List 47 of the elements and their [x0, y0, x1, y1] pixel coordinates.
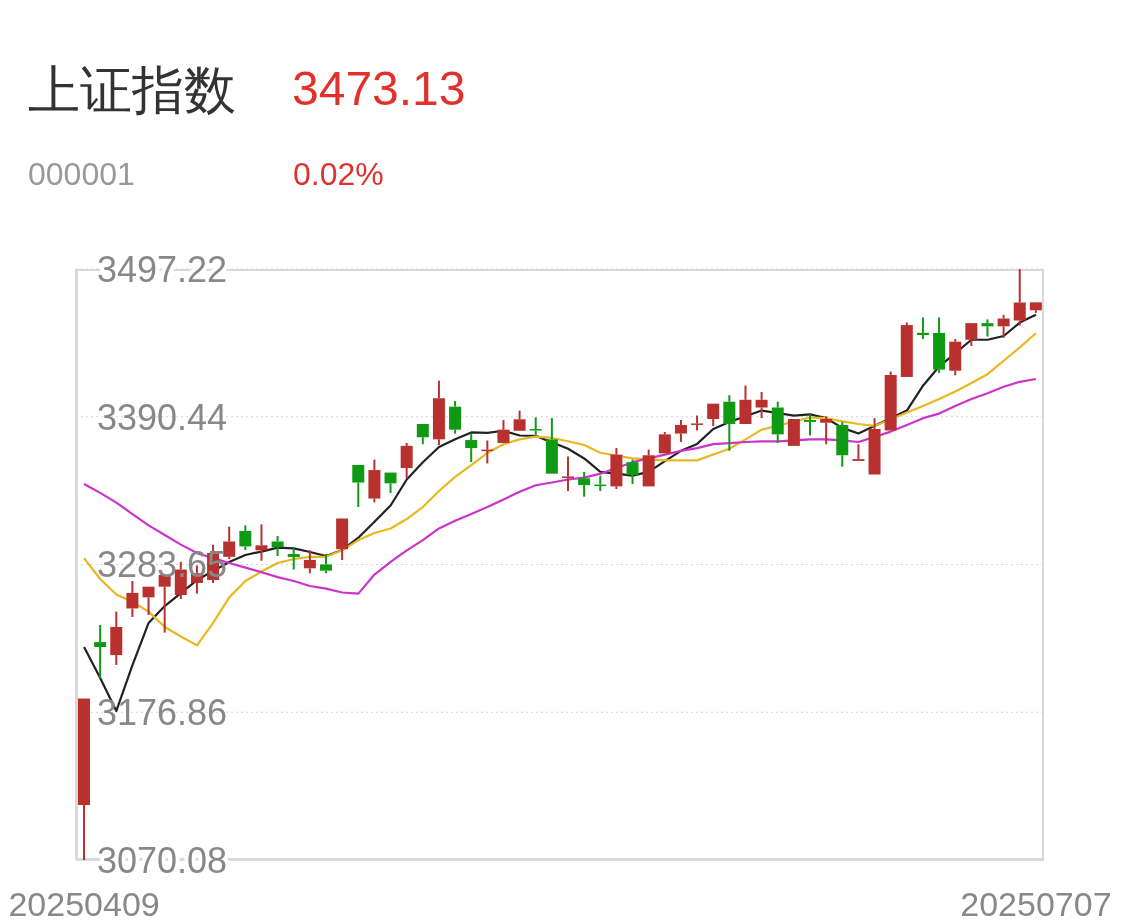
candlestick	[449, 400, 462, 435]
candlestick	[126, 580, 139, 619]
chart-title: 上证指数	[28, 60, 236, 121]
candlestick	[836, 420, 849, 468]
text: 3473.13	[292, 61, 466, 117]
candlestick	[610, 446, 623, 491]
candlestick	[142, 586, 155, 616]
candlestick	[416, 423, 429, 446]
candlestick	[78, 698, 90, 860]
candlestick	[465, 432, 478, 464]
candlestick	[723, 394, 736, 452]
candlestick	[336, 518, 349, 561]
candlestick	[239, 524, 252, 552]
candlestick	[755, 391, 768, 420]
candlestick	[997, 313, 1010, 339]
candlestick	[400, 441, 413, 480]
candlestick	[384, 472, 397, 495]
y-tick-label: 3497.22	[97, 248, 228, 290]
candlestick	[255, 523, 268, 562]
x-tick-label: 20250409	[8, 885, 160, 923]
candlestick	[578, 470, 591, 498]
text: 0.02%	[293, 155, 384, 194]
candlestick	[868, 417, 881, 475]
candlestick	[562, 455, 574, 492]
candlestick	[804, 413, 816, 437]
candlestick	[771, 400, 784, 444]
candlestick	[287, 547, 300, 571]
candlestick	[271, 535, 284, 557]
x-tick-label: 20250707	[960, 885, 1112, 923]
y-tick-label: 3176.86	[97, 692, 228, 734]
line-series	[82, 332, 1038, 647]
candlestick	[1013, 269, 1026, 327]
candlestick	[674, 418, 687, 443]
candlestick	[981, 318, 994, 338]
candlestick	[110, 610, 123, 667]
candlestick	[852, 443, 865, 461]
candlestick	[820, 415, 833, 446]
candlestick	[432, 379, 445, 447]
candlestick	[352, 464, 365, 509]
y-tick-label: 3070.08	[97, 839, 228, 881]
line-series	[82, 377, 1038, 595]
candlestick	[94, 624, 107, 680]
candlestick	[303, 549, 316, 575]
candlestick	[545, 417, 558, 474]
candlestick	[642, 448, 655, 487]
y-tick-label: 3390.44	[97, 396, 228, 438]
text: 000001	[28, 155, 135, 194]
